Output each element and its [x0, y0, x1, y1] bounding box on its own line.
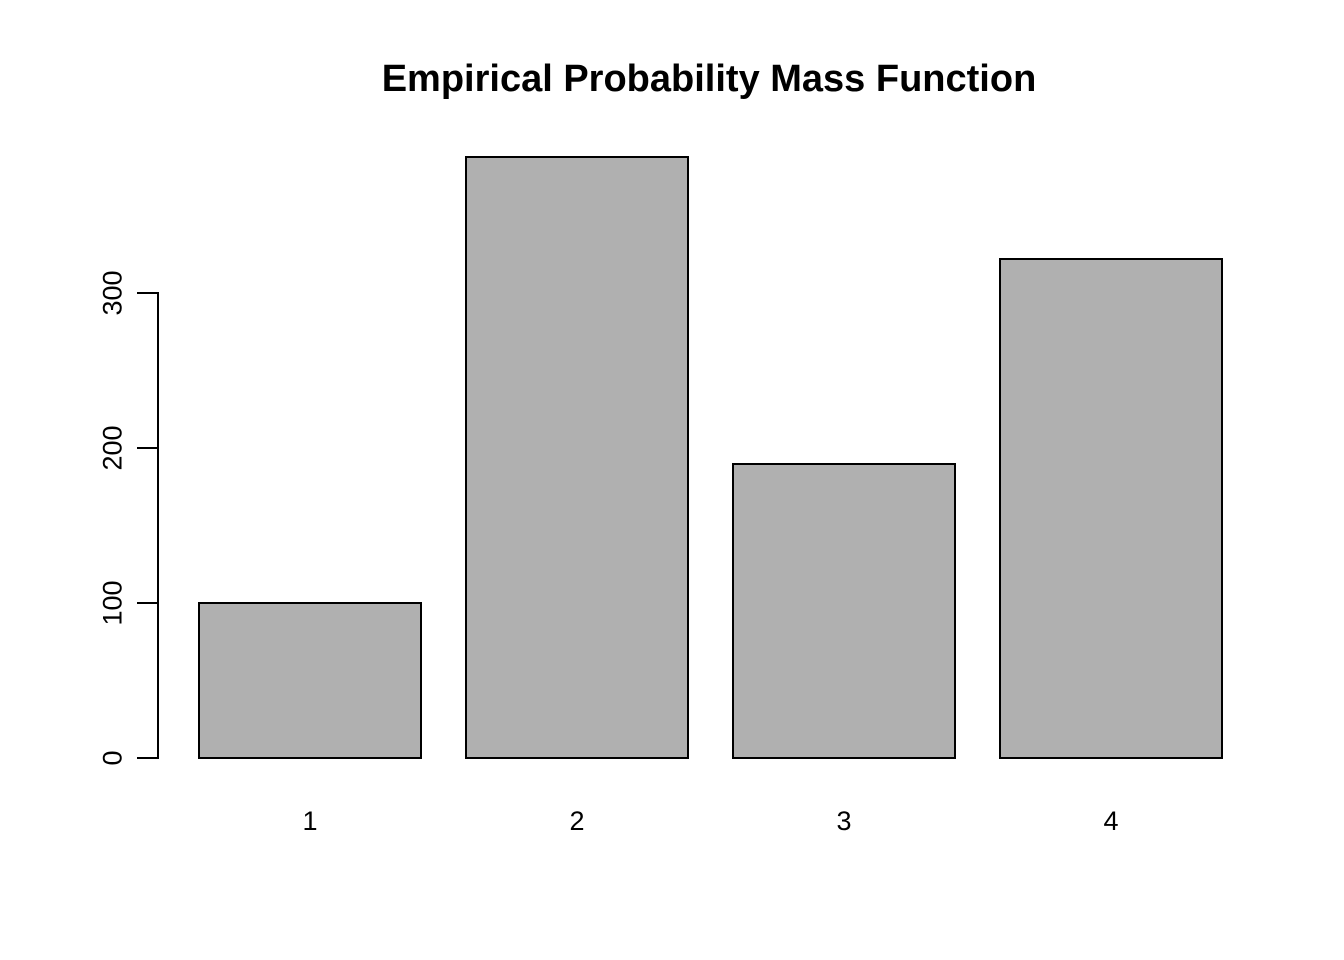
y-axis-tick-label: 100: [97, 580, 128, 626]
y-axis-tick-label: 200: [97, 425, 128, 471]
chart-title: Empirical Probability Mass Function: [381, 58, 1037, 100]
y-axis-tick-label: 0: [97, 750, 128, 766]
y-axis-tick: [137, 602, 159, 604]
x-axis-tick-label: 4: [1103, 806, 1119, 836]
x-axis-tick-label: 3: [836, 806, 852, 836]
y-axis-tick: [137, 292, 159, 294]
y-axis-tick-label: 300: [97, 270, 128, 316]
bar-category-2: [465, 156, 689, 759]
y-axis-tick: [137, 757, 159, 759]
bar-category-1: [198, 602, 422, 759]
x-axis-tick-label: 1: [302, 806, 318, 836]
y-axis-tick: [137, 447, 159, 449]
bar-category-4: [999, 258, 1223, 759]
y-axis-line: [157, 292, 159, 759]
x-axis-tick-label: 2: [569, 806, 585, 836]
bar-category-3: [732, 463, 956, 759]
